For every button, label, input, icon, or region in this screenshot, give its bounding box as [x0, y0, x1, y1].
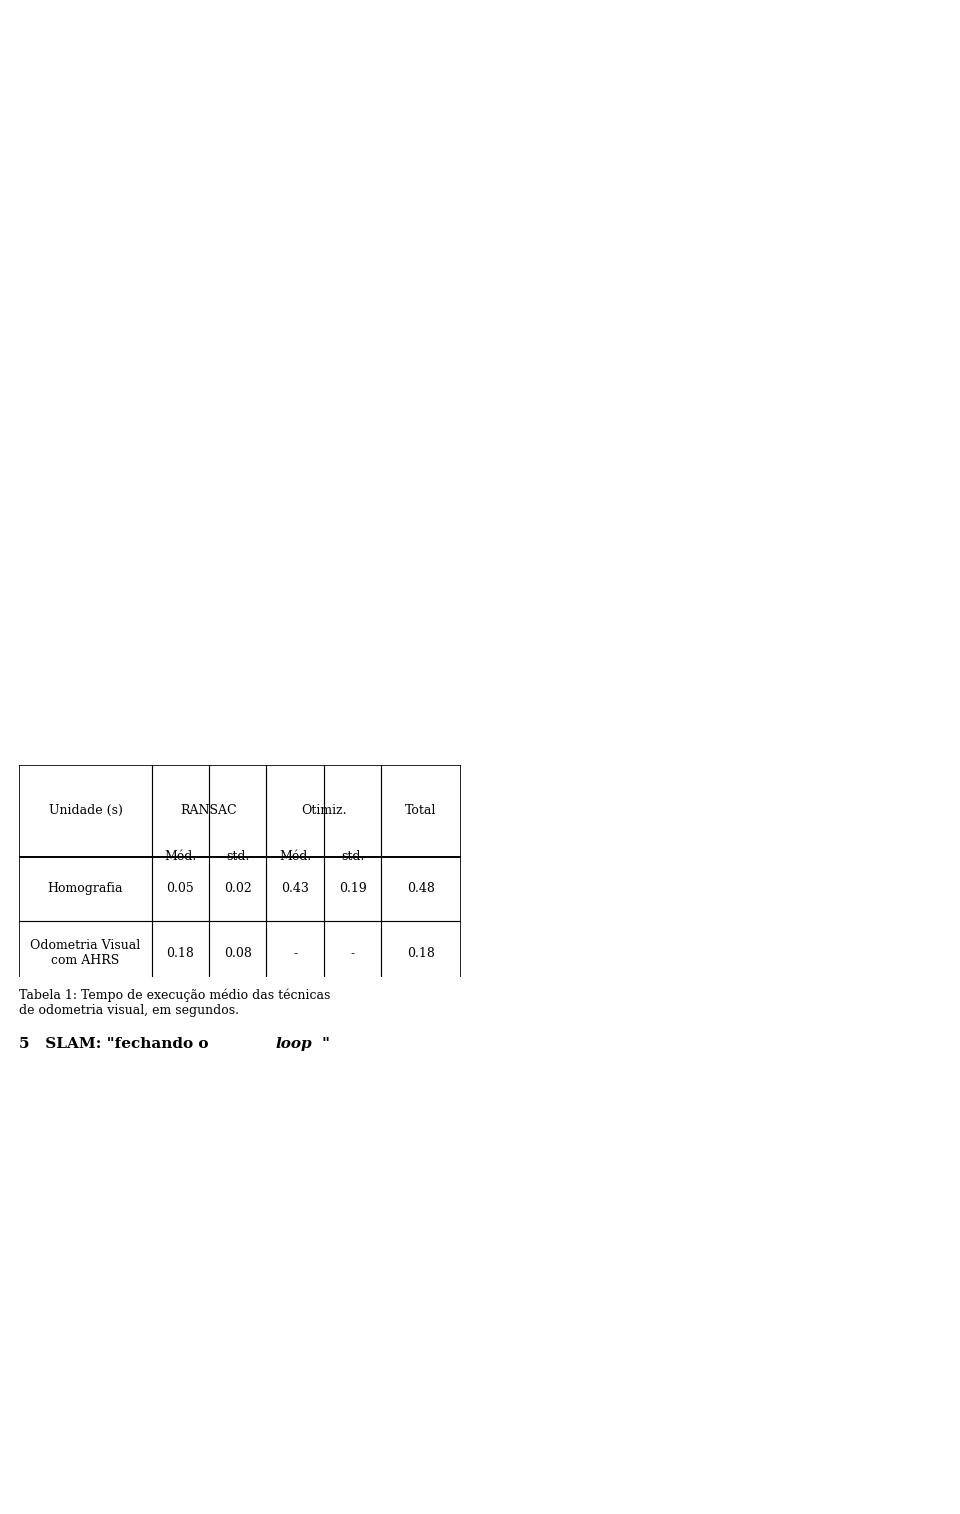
Text: Unidade (s): Unidade (s)	[49, 804, 122, 818]
Text: Otimiz.: Otimiz.	[301, 804, 347, 818]
Text: 0.48: 0.48	[407, 883, 435, 895]
Text: -: -	[350, 946, 354, 960]
Text: 5   SLAM: "fechando o: 5 SLAM: "fechando o	[19, 1037, 214, 1051]
Text: Odometria Visual
com AHRS: Odometria Visual com AHRS	[31, 939, 140, 967]
Text: Homografia: Homografia	[48, 883, 123, 895]
Text: 0.18: 0.18	[166, 946, 194, 960]
Text: std.: std.	[341, 851, 364, 863]
Text: -: -	[293, 946, 298, 960]
Text: Total: Total	[405, 804, 437, 818]
Text: std.: std.	[227, 851, 250, 863]
Text: Méd.: Méd.	[279, 851, 311, 863]
Text: Tabela 1: Tempo de execução médio das técnicas
de odometria visual, em segundos.: Tabela 1: Tempo de execução médio das té…	[19, 989, 330, 1017]
Text: 0.19: 0.19	[339, 883, 367, 895]
Text: Méd.: Méd.	[164, 851, 197, 863]
Text: RANSAC: RANSAC	[180, 804, 237, 818]
Text: 0.08: 0.08	[224, 946, 252, 960]
Text: 0.43: 0.43	[281, 883, 309, 895]
Text: 0.02: 0.02	[224, 883, 252, 895]
Text: 0.05: 0.05	[166, 883, 194, 895]
Text: ": "	[322, 1037, 329, 1051]
Text: loop: loop	[276, 1037, 312, 1051]
Text: 0.18: 0.18	[407, 946, 435, 960]
